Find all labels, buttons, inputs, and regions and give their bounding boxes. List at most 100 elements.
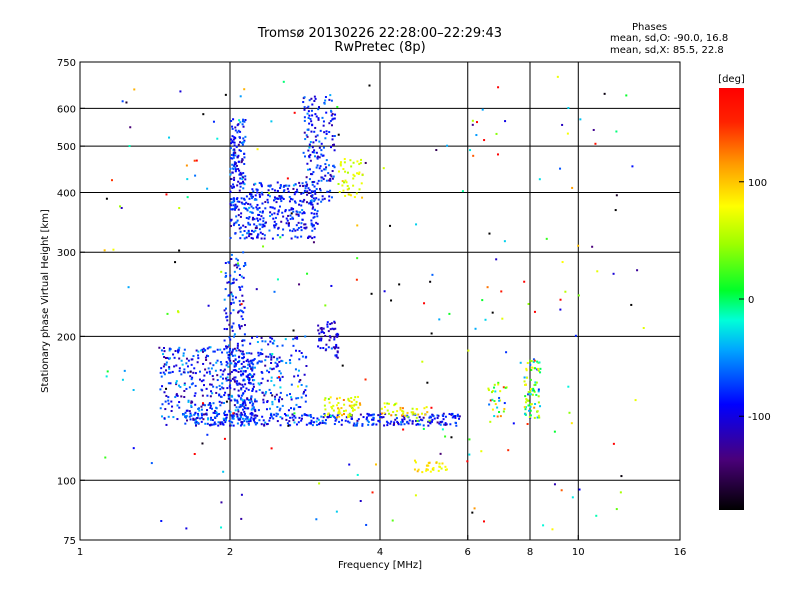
data-point xyxy=(270,379,273,382)
data-point xyxy=(441,428,444,431)
data-point xyxy=(304,187,307,190)
data-point xyxy=(268,184,271,187)
data-point xyxy=(262,419,265,422)
data-point xyxy=(436,414,439,417)
data-point xyxy=(218,421,221,424)
data-point xyxy=(238,149,241,152)
data-point xyxy=(250,398,253,401)
data-point xyxy=(236,124,239,127)
data-point xyxy=(498,396,501,399)
data-point xyxy=(310,190,313,193)
data-point xyxy=(596,270,599,273)
data-point xyxy=(285,217,288,220)
data-point xyxy=(272,199,275,202)
data-point xyxy=(393,423,396,426)
data-point xyxy=(401,414,404,417)
data-point xyxy=(206,409,209,412)
data-point xyxy=(371,423,374,426)
data-point xyxy=(235,406,238,409)
data-point xyxy=(322,178,325,181)
data-point xyxy=(212,385,215,388)
data-point xyxy=(231,295,234,298)
data-point xyxy=(404,414,407,417)
data-point xyxy=(313,130,316,133)
data-point xyxy=(330,284,333,287)
data-point xyxy=(303,108,306,111)
data-point xyxy=(252,216,255,219)
data-point xyxy=(529,363,532,366)
data-point xyxy=(455,424,458,427)
data-point xyxy=(240,411,243,414)
data-point xyxy=(328,131,331,134)
data-point xyxy=(247,381,250,384)
data-point xyxy=(505,386,508,389)
data-point xyxy=(241,413,244,416)
data-point xyxy=(236,263,239,266)
data-point xyxy=(282,198,285,201)
data-point xyxy=(259,231,262,234)
data-point xyxy=(269,417,272,420)
data-point xyxy=(289,197,292,200)
data-point xyxy=(411,407,414,410)
data-point xyxy=(240,160,243,163)
data-point xyxy=(239,383,242,386)
data-point xyxy=(407,422,410,425)
data-point xyxy=(216,413,219,416)
data-point xyxy=(248,378,251,381)
data-point xyxy=(316,215,319,218)
data-point xyxy=(228,355,231,358)
data-point xyxy=(295,224,298,227)
data-point xyxy=(309,153,312,156)
data-point xyxy=(339,161,342,164)
data-point xyxy=(253,408,256,411)
data-point xyxy=(250,237,253,240)
data-point xyxy=(223,348,226,351)
data-point xyxy=(306,162,309,165)
data-point xyxy=(337,346,340,349)
data-point xyxy=(185,416,188,419)
data-point xyxy=(221,351,224,354)
data-point xyxy=(211,392,214,395)
data-point xyxy=(232,185,235,188)
data-point xyxy=(204,368,207,371)
data-point xyxy=(261,232,264,235)
data-point xyxy=(251,218,254,221)
data-point xyxy=(421,360,424,363)
data-point xyxy=(471,123,474,126)
data-point xyxy=(320,179,323,182)
data-point xyxy=(184,411,187,414)
data-point xyxy=(252,359,255,362)
data-point xyxy=(338,396,341,399)
data-point xyxy=(303,226,306,229)
data-point xyxy=(630,303,633,306)
data-point xyxy=(329,173,332,176)
data-point xyxy=(295,349,298,352)
data-point xyxy=(197,412,200,415)
data-point xyxy=(195,421,198,424)
data-point xyxy=(306,183,309,186)
data-point xyxy=(307,149,310,152)
data-point xyxy=(249,420,252,423)
data-point xyxy=(223,339,226,342)
data-point xyxy=(209,395,212,398)
data-point xyxy=(499,415,502,418)
data-point xyxy=(603,92,606,95)
data-point xyxy=(246,398,249,401)
data-point xyxy=(307,187,310,190)
data-point xyxy=(248,365,251,368)
data-point xyxy=(186,365,189,368)
data-point xyxy=(319,129,322,132)
data-point xyxy=(190,383,193,386)
data-point xyxy=(290,207,293,210)
data-point xyxy=(388,412,391,415)
data-point xyxy=(288,184,291,187)
data-point xyxy=(344,419,347,422)
data-point xyxy=(241,393,244,396)
data-point xyxy=(265,355,268,358)
data-point xyxy=(417,468,420,471)
data-point xyxy=(250,361,253,364)
data-point xyxy=(194,384,197,387)
data-point xyxy=(307,128,310,131)
data-point xyxy=(240,423,243,426)
data-point xyxy=(229,372,232,375)
